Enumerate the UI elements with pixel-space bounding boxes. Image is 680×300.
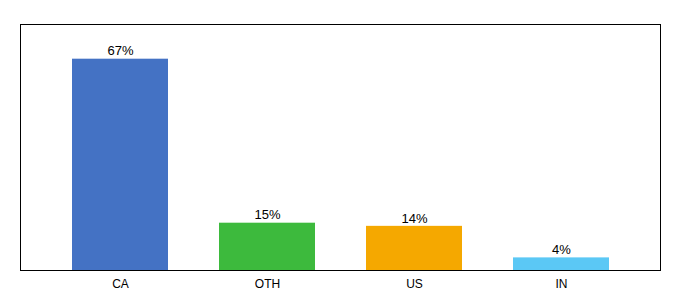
- svg-text:IN: IN: [556, 277, 568, 291]
- svg-text:4%: 4%: [552, 242, 571, 257]
- svg-text:14%: 14%: [401, 211, 427, 226]
- svg-text:CA: CA: [112, 277, 129, 291]
- svg-text:OTH: OTH: [255, 277, 280, 291]
- svg-text:US: US: [406, 277, 423, 291]
- svg-text:67%: 67%: [107, 43, 133, 58]
- svg-text:15%: 15%: [254, 207, 280, 222]
